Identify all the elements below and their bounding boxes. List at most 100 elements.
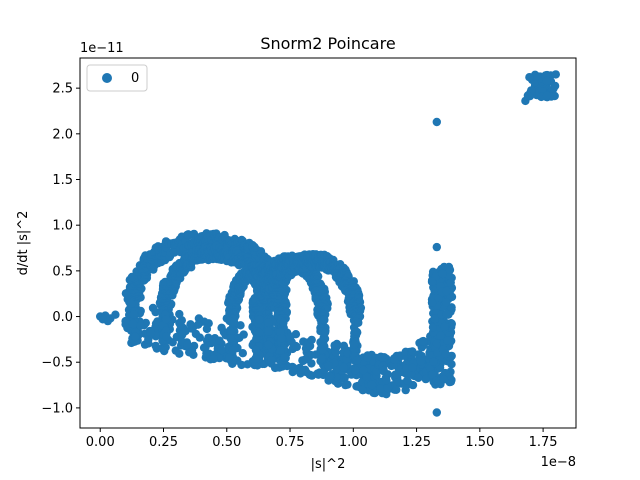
data-point: [255, 315, 264, 325]
data-point: [217, 345, 226, 355]
data-point: [144, 335, 153, 344]
data-point: [279, 318, 288, 327]
data-point: [267, 356, 276, 365]
data-point: [363, 353, 372, 362]
data-point: [130, 332, 140, 341]
data-point: [264, 318, 273, 327]
plot-frame: [79, 57, 577, 429]
x-offset-text: 1e−8: [541, 455, 576, 470]
data-point: [183, 340, 192, 350]
data-point: [445, 272, 454, 281]
data-point: [187, 346, 197, 355]
data-point: [408, 347, 417, 356]
data-point: [209, 354, 218, 364]
data-point: [523, 91, 533, 100]
data-point: [186, 320, 195, 329]
data-point: [408, 380, 418, 390]
data-point: [376, 384, 385, 393]
data-point: [352, 356, 362, 365]
data-point: [129, 310, 139, 319]
data-point: [341, 380, 350, 390]
data-point: [382, 376, 391, 385]
data-point: [325, 371, 334, 381]
data-point: [403, 376, 412, 385]
data-point: [320, 328, 330, 337]
data-point: [297, 365, 306, 374]
x-tick-label: 0.00: [86, 435, 115, 450]
y-tick-label: 1.0: [52, 219, 73, 234]
data-point: [416, 356, 426, 366]
data-point: [225, 353, 234, 362]
data-point: [359, 365, 368, 375]
y-tick-label: 0.5: [52, 264, 73, 279]
data-point: [175, 309, 184, 319]
data-point: [251, 345, 261, 355]
data-point: [390, 355, 399, 364]
data-point: [320, 334, 330, 343]
data-point: [439, 375, 449, 384]
data-point: [317, 354, 326, 364]
y-tick-label: −1.0: [41, 401, 73, 416]
data-point: [288, 367, 297, 377]
data-point: [151, 307, 160, 317]
data-point: [421, 374, 430, 384]
legend: 0: [86, 64, 148, 92]
x-tick-label: 1.50: [465, 435, 494, 450]
scatter-points: [96, 70, 560, 417]
data-point: [226, 334, 235, 343]
data-point: [307, 335, 316, 345]
data-point: [151, 341, 160, 351]
data-point: [98, 315, 108, 324]
data-point: [408, 363, 417, 372]
data-point: [238, 349, 247, 358]
data-point: [442, 310, 451, 319]
data-point: [276, 346, 285, 355]
data-point: [264, 327, 273, 336]
data-point: [550, 81, 560, 91]
data-point: [432, 117, 441, 127]
x-tick-label: 1.00: [339, 435, 368, 450]
data-point: [127, 299, 136, 308]
data-point: [251, 354, 260, 364]
data-point: [331, 342, 340, 351]
data-point: [127, 272, 137, 282]
data-point: [352, 327, 361, 336]
data-point: [277, 334, 286, 343]
y-axis-label: d/dt |s|^2: [16, 211, 31, 276]
data-point: [217, 323, 226, 332]
data-point: [542, 76, 551, 86]
y-axis-ticks: −1.0 −0.5 0.0 0.5 1.0 1.5 2.0 2.5: [41, 82, 80, 416]
x-axis-ticks: 0.00 0.25 0.50 0.75 1.00 1.25 1.50 1.75: [86, 428, 558, 450]
data-point: [432, 339, 442, 348]
data-point: [358, 386, 367, 395]
data-point: [392, 370, 402, 379]
data-point: [392, 385, 401, 394]
legend-label: 0: [131, 71, 139, 86]
data-point: [427, 277, 437, 286]
data-point: [228, 346, 238, 355]
data-point: [362, 372, 371, 382]
legend-box: [86, 64, 148, 92]
chart-title: Snorm2 Poincare: [260, 34, 395, 53]
data-point: [339, 363, 348, 372]
x-tick-label: 0.25: [149, 435, 178, 450]
data-point: [442, 286, 451, 296]
data-point: [298, 356, 308, 366]
data-point: [227, 327, 236, 337]
data-point: [446, 278, 455, 287]
data-point: [419, 336, 428, 346]
data-point: [429, 357, 438, 366]
data-point: [128, 319, 138, 329]
x-tick-label: 1.25: [402, 435, 431, 450]
data-point: [377, 352, 386, 362]
data-point: [215, 336, 224, 345]
data-point: [111, 310, 120, 319]
data-point: [438, 269, 447, 279]
data-point: [161, 315, 171, 324]
data-point: [379, 365, 388, 375]
data-point: [318, 345, 327, 355]
legend-marker: [102, 73, 112, 83]
data-point: [441, 298, 451, 307]
data-point: [230, 318, 239, 327]
data-point: [195, 333, 204, 342]
